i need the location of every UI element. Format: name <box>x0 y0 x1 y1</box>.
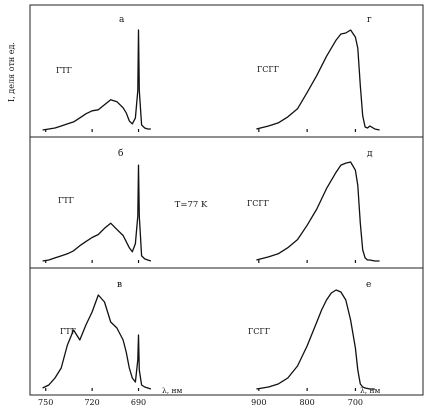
x-tick-label-750: 750 <box>38 398 53 407</box>
spectrum-trace-a <box>42 29 151 131</box>
spectrum-traces <box>42 29 380 390</box>
sample-label-g: ГСГГ <box>257 65 279 74</box>
spectrum-trace-e <box>256 289 375 390</box>
x-tick-label-690: 690 <box>131 398 146 407</box>
tick-marks <box>45 129 357 391</box>
spectrum-trace-d <box>256 161 380 262</box>
panel-letter-a: а <box>119 15 125 25</box>
panel-letter-g: г <box>367 15 372 25</box>
sample-label-v: ГТГ <box>60 327 76 336</box>
y-axis-label: I, деля отн ед. <box>7 42 16 102</box>
sample-label-b: ГТГ <box>58 196 74 205</box>
panel-letter-e: е <box>366 280 371 290</box>
spectrum-trace-g <box>256 29 380 131</box>
temperature-annotation: T=77 K <box>175 200 208 210</box>
sample-label-e: ГСГГ <box>248 327 270 336</box>
spectrum-trace-b <box>42 164 152 262</box>
panel-letter-b: б <box>118 148 123 159</box>
x-unit-label-right: λ, нм <box>360 386 381 395</box>
panel-letter-v: в <box>117 280 122 290</box>
sample-label-d: ГСГГ <box>247 199 269 208</box>
x-tick-label-700: 700 <box>348 398 363 407</box>
sample-label-a: ГТГ <box>56 66 72 75</box>
x-tick-label-900: 900 <box>251 398 266 407</box>
x-unit-label-left: λ, нм <box>162 386 183 395</box>
x-tick-label-720: 720 <box>84 398 99 407</box>
figure-frame <box>29 4 424 396</box>
panel-letter-d: д <box>367 149 373 159</box>
x-tick-label-800: 800 <box>299 398 314 407</box>
spectrum-trace-v <box>42 294 152 390</box>
outer-border <box>29 4 424 396</box>
x-tick-labels: 750 720 690 900 800 700 <box>38 398 363 407</box>
